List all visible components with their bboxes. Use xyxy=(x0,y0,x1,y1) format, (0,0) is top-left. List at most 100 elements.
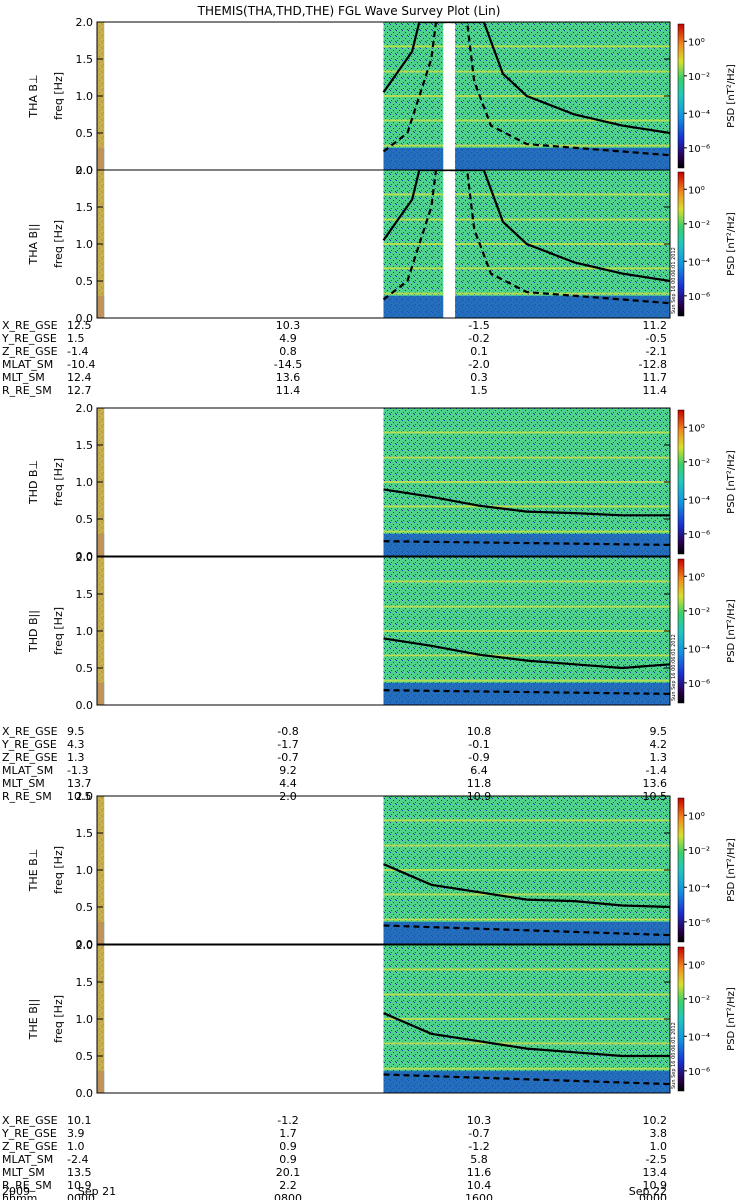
ephemeris-row-name: X_RE_GSE xyxy=(2,319,58,332)
colorbar-tick-label: 10⁻² xyxy=(688,995,710,1006)
ephemeris-value: 10.9 xyxy=(67,1179,92,1192)
chart-title: THEMIS(THA,THD,THE) FGL Wave Survey Plot… xyxy=(197,4,501,18)
ephemeris-value: -0.7 xyxy=(468,1127,489,1140)
ephemeris-layer: X_RE_GSE 12.5 10.3 -1.5 11.2 Y_RE_GSE 1.5 4.9 -0… xyxy=(1,319,667,1200)
ephemeris-row-name: MLT_SM xyxy=(2,371,45,384)
probe-name: THA xyxy=(27,95,40,119)
y-tick-label: 2.0 xyxy=(76,16,94,29)
gyro-curve-solid xyxy=(383,637,670,670)
harmonic-line xyxy=(383,679,670,682)
harmonic-line xyxy=(383,1042,670,1045)
ephemeris-value: 10.9 xyxy=(467,790,492,803)
low-frequency-band xyxy=(383,682,670,705)
ephemeris-value: 20.1 xyxy=(276,1166,301,1179)
harmonic-line xyxy=(383,993,670,996)
colorbar xyxy=(677,409,685,555)
ephemeris-value: 6.4 xyxy=(470,764,488,777)
colorbar xyxy=(677,558,685,704)
ephemeris-value: 11.7 xyxy=(643,371,668,384)
colorbar-tick-label: 10⁻² xyxy=(688,220,710,231)
ephemeris-block: X_RE_GSE 10.1 -1.2 10.3 10.2 Y_RE_GSE 3.9 1.7 -0… xyxy=(1,1114,667,1200)
ephemeris-value: 0.3 xyxy=(470,371,488,384)
component-name: B⊥ xyxy=(27,849,40,866)
ephemeris-value: 1.0 xyxy=(650,1140,668,1153)
ephemeris-value: -1.7 xyxy=(277,738,298,751)
ephemeris-value: 11.2 xyxy=(643,319,668,332)
ephemeris-value: 10.3 xyxy=(467,1114,492,1127)
harmonic-line xyxy=(383,844,670,847)
timestamp-text: Sun Sep 16 00:06:01 2012 xyxy=(671,634,677,701)
y-tick-label: 1.5 xyxy=(76,53,94,66)
ephemeris-value: 0.9 xyxy=(279,1140,297,1153)
ephemeris-value: -0.8 xyxy=(277,725,298,738)
y-tick-label: 1.0 xyxy=(76,625,94,638)
colorbar-label: PSD [nT²/Hz] xyxy=(726,450,737,514)
ephemeris-value: 1.3 xyxy=(650,751,668,764)
ephemeris-value: -12.8 xyxy=(639,358,667,371)
colorbar xyxy=(677,23,685,169)
timestamp-stamp: Sun Sep 16 00:06:01 2012 xyxy=(671,634,677,701)
low-frequency-band xyxy=(455,295,670,318)
ephemeris-value: 13.5 xyxy=(67,1166,92,1179)
y-tick-label: 0.5 xyxy=(76,1050,94,1063)
ephemeris-row-name: MLAT_SM xyxy=(2,1153,53,1166)
ephemeris-value: 10.5 xyxy=(643,790,668,803)
ephemeris-value: 9.5 xyxy=(650,725,668,738)
ephemeris-value: -1.5 xyxy=(468,319,489,332)
harmonic-line xyxy=(383,968,670,971)
ephemeris-value: 13.6 xyxy=(276,371,301,384)
probe-component-label: THA B⊥ xyxy=(27,74,40,118)
ephemeris-value: 1.3 xyxy=(67,751,85,764)
harmonic-line xyxy=(383,819,670,822)
y-tick-label: 0.5 xyxy=(76,901,94,914)
colorbar-tick-label: 10⁻⁴ xyxy=(688,257,710,268)
harmonic-line xyxy=(383,292,444,295)
ephemeris-row-name: MLT_SM xyxy=(2,1166,45,1179)
spectrogram-data xyxy=(97,22,670,170)
colorbar-tick-label: 10⁻² xyxy=(688,607,710,618)
timestamp-stamp: Sun Sep 16 00:06:01 2012 xyxy=(671,247,677,314)
ephemeris-value: -0.7 xyxy=(277,751,298,764)
ephemeris-value: -14.5 xyxy=(274,358,302,371)
gyro-curve-dashed xyxy=(383,1073,670,1086)
ephemeris-value: 9.5 xyxy=(67,725,85,738)
ephemeris-block: X_RE_GSE 9.5 -0.8 10.8 9.5Y_RE_GSE 4.3 -1.7 -0.… xyxy=(1,725,667,803)
colorbar-label: PSD [nT²/Hz] xyxy=(726,599,737,663)
ephemeris-value: -0.5 xyxy=(646,332,667,345)
ephemeris-value: -1.3 xyxy=(67,764,88,777)
ephemeris-value: 12.5 xyxy=(67,319,92,332)
colorbar-tick-label: 10⁰ xyxy=(688,811,705,822)
colorbar-tick-label: 10⁻⁶ xyxy=(688,679,710,690)
low-frequency-band xyxy=(383,295,444,318)
ephemeris-value: -2.1 xyxy=(646,345,667,358)
colorbar xyxy=(677,171,685,317)
gyro-curve-solid xyxy=(383,863,670,909)
y-tick-label: 1.5 xyxy=(76,439,94,452)
low-frequency-band xyxy=(383,533,670,556)
harmonic-line xyxy=(455,292,670,295)
ephemeris-value: -0.9 xyxy=(468,751,489,764)
colorbar xyxy=(677,946,685,1092)
harmonic-line xyxy=(455,45,670,48)
ephemeris-value: 2.0 xyxy=(279,790,297,803)
y-tick-label: 0.0 xyxy=(76,938,94,951)
freq-axis-label: freq [Hz] xyxy=(52,607,65,655)
y-tick-label: 1.0 xyxy=(76,864,94,877)
ephemeris-value: -1.4 xyxy=(646,764,667,777)
ephemeris-value: 10.4 xyxy=(467,1179,492,1192)
low-frequency-band xyxy=(455,147,670,170)
spectrogram-data xyxy=(97,170,670,318)
colorbar-tick-label: 10⁰ xyxy=(688,185,705,196)
y-tick-label: 1.5 xyxy=(76,976,94,989)
spectrogram-panel: 2.0 1.5 1.0 0.5 0.0 THA B⊥ freq [Hz] 10⁰ 10⁻² 10⁻… xyxy=(27,16,737,177)
colorbar-tick-label: 10⁻⁶ xyxy=(688,144,710,155)
ephemeris-value: 10.9 xyxy=(643,1179,668,1192)
gyro-curve-solid xyxy=(382,22,670,135)
ephemeris-value: 11.6 xyxy=(467,1166,492,1179)
ephemeris-row-name: R_RE_SM xyxy=(2,1179,52,1192)
ephemeris-value: -2.0 xyxy=(468,358,489,371)
low-frequency-band xyxy=(383,147,444,170)
y-tick-label: 0.0 xyxy=(76,312,94,325)
gyro-curve-dashed xyxy=(383,924,670,937)
